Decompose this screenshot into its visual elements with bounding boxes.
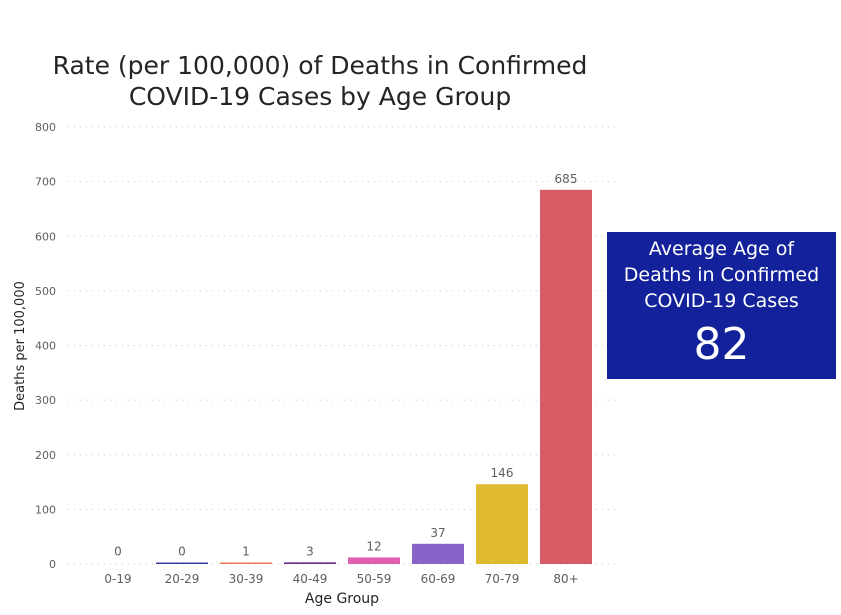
bar — [156, 562, 208, 564]
x-tick-label: 20-29 — [165, 572, 200, 586]
data-label: 0 — [178, 545, 186, 559]
y-tick-label: 800 — [35, 121, 56, 134]
x-tick-label: 30-39 — [229, 572, 264, 586]
data-label: 3 — [306, 544, 314, 558]
card-label-line: Average Age of — [648, 238, 795, 260]
y-tick-label: 500 — [35, 285, 56, 298]
x-tick-label: 60-69 — [421, 572, 456, 586]
y-tick-label: 200 — [35, 449, 56, 462]
bar — [540, 189, 592, 564]
data-label: 37 — [430, 526, 445, 540]
y-tick-label: 400 — [35, 340, 56, 353]
y-tick-label: 700 — [35, 176, 56, 189]
bar — [412, 543, 464, 564]
bar — [220, 562, 272, 564]
data-label: 685 — [555, 172, 578, 186]
bar — [348, 557, 400, 564]
average-age-card: Average Age of Deaths in Confirmed COVID… — [607, 232, 836, 379]
card-value: 82 — [693, 319, 750, 370]
data-label: 12 — [366, 539, 381, 553]
x-axis-label: Age Group — [305, 591, 379, 607]
y-tick-label: 300 — [35, 394, 56, 407]
x-tick-label: 0-19 — [104, 572, 131, 586]
y-axis-label: Deaths per 100,000 — [13, 281, 28, 411]
data-label: 146 — [491, 466, 514, 480]
y-tick-label: 100 — [35, 503, 56, 516]
data-label: 0 — [114, 545, 122, 559]
x-tick-label: 70-79 — [485, 572, 520, 586]
data-label: 1 — [242, 545, 250, 559]
chart-title-line: Rate (per 100,000) of Deaths in Confirme… — [52, 51, 588, 80]
y-tick-label: 600 — [35, 230, 56, 243]
y-tick-label: 0 — [49, 558, 56, 571]
x-tick-label: 80+ — [553, 572, 578, 586]
x-tick-label: 40-49 — [293, 572, 328, 586]
chart-title-line: COVID-19 Cases by Age Group — [128, 82, 512, 111]
x-tick-label: 50-59 — [357, 572, 392, 586]
card-label-line: COVID-19 Cases — [644, 290, 799, 312]
chart-title: Rate (per 100,000) of Deaths in Confirme… — [40, 50, 600, 112]
bar — [284, 562, 336, 564]
card-label-line: Deaths in Confirmed — [623, 264, 820, 286]
bar — [476, 484, 528, 564]
